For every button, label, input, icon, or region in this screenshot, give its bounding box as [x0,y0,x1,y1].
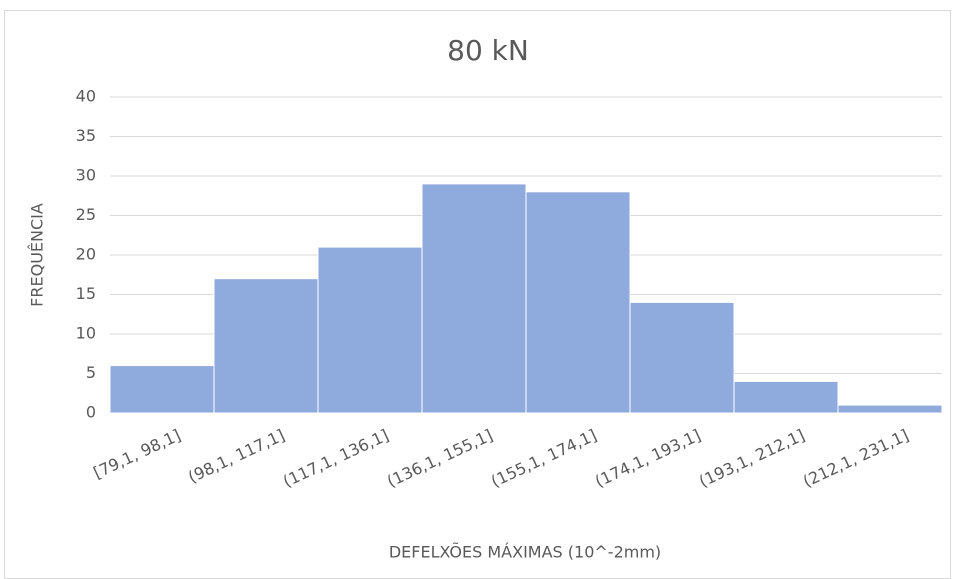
bar [629,301,735,414]
bar [213,278,319,414]
bar [733,380,839,414]
y-tick-label: 20 [76,245,96,264]
y-tick-label: 25 [76,205,96,224]
y-tick-label: 30 [76,166,96,185]
bar [837,404,943,414]
bar [525,191,631,414]
y-tick-label: 10 [76,324,96,343]
y-axis-label: FREQUÊNCIA [28,203,47,307]
chart-title: 80 kN [447,34,529,67]
y-tick-label: 15 [76,284,96,303]
bar [109,365,215,414]
bar [421,183,527,414]
y-tick-label: 5 [86,363,96,382]
bar [317,246,423,414]
y-tick-label: 0 [86,403,96,422]
y-tick-label: 40 [76,87,96,106]
x-axis-label: DEFELXÕES MÁXIMAS (10^-2mm) [389,543,661,562]
y-tick-label: 35 [76,126,96,145]
